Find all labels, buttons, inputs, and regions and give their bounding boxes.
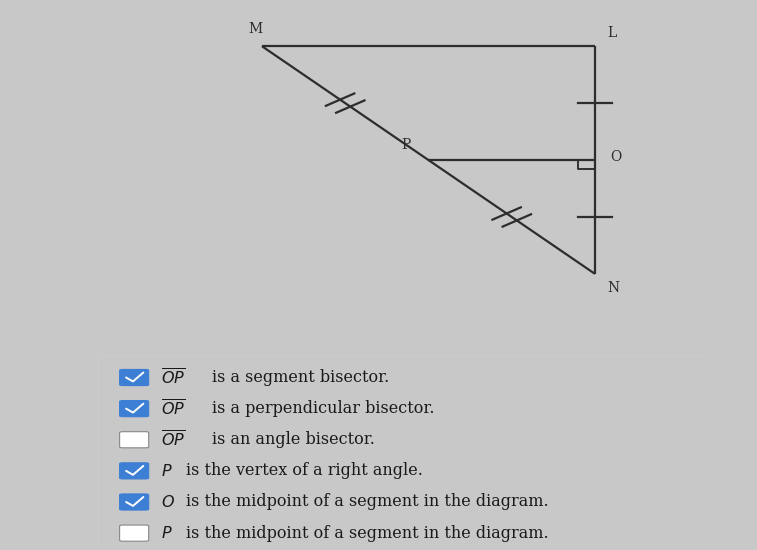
Text: N: N: [607, 280, 619, 294]
FancyBboxPatch shape: [120, 494, 148, 510]
Text: is a segment bisector.: is a segment bisector.: [212, 369, 390, 386]
Text: L: L: [607, 26, 616, 40]
Text: M: M: [249, 23, 263, 36]
Text: O: O: [610, 150, 621, 164]
FancyBboxPatch shape: [120, 525, 148, 541]
Text: is an angle bisector.: is an angle bisector.: [212, 431, 375, 448]
Text: $\mathit{O}$: $\mathit{O}$: [160, 494, 175, 510]
Text: $\mathit{P}$: $\mathit{P}$: [160, 463, 173, 479]
Text: $\overline{\mathit{OP}}$: $\overline{\mathit{OP}}$: [160, 399, 185, 419]
FancyBboxPatch shape: [120, 370, 148, 386]
Text: $\overline{\mathit{OP}}$: $\overline{\mathit{OP}}$: [160, 367, 185, 388]
Text: is the vertex of a right angle.: is the vertex of a right angle.: [186, 463, 423, 480]
FancyBboxPatch shape: [120, 463, 148, 479]
Text: is the midpoint of a segment in the diagram.: is the midpoint of a segment in the diag…: [186, 525, 549, 542]
Text: is a perpendicular bisector.: is a perpendicular bisector.: [212, 400, 435, 417]
Text: P: P: [401, 138, 410, 152]
Text: is the midpoint of a segment in the diagram.: is the midpoint of a segment in the diag…: [186, 493, 549, 510]
Text: $\overline{\mathit{OP}}$: $\overline{\mathit{OP}}$: [160, 430, 185, 450]
Text: $\mathit{P}$: $\mathit{P}$: [160, 525, 173, 541]
FancyBboxPatch shape: [120, 400, 148, 417]
FancyBboxPatch shape: [120, 432, 148, 448]
